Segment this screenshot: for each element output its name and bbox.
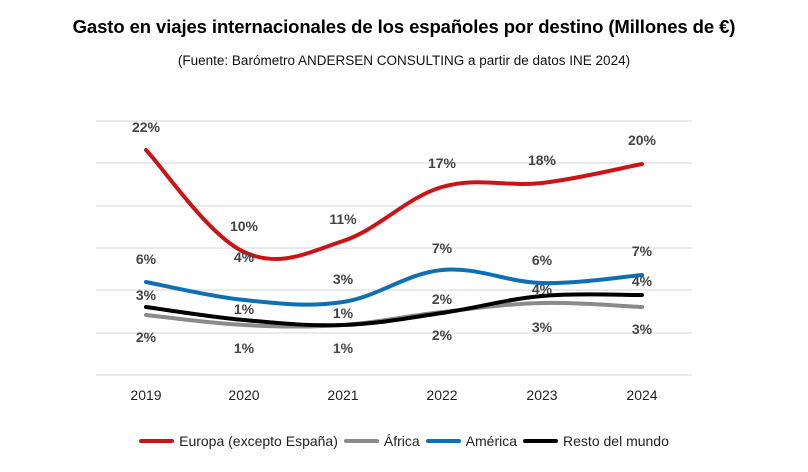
chart-title: Gasto en viajes internacionales de los e… <box>72 16 736 37</box>
series-line-america <box>144 267 644 307</box>
legend-swatch <box>343 439 379 443</box>
data-point-africa <box>145 314 147 316</box>
legend-item-africa: África <box>343 433 420 449</box>
series-line-africa <box>144 300 644 329</box>
data-label-america: 4% <box>234 249 255 265</box>
data-label-africa: 3% <box>532 319 553 335</box>
data-label-africa: 2% <box>432 327 453 343</box>
legend-label: América <box>465 433 518 449</box>
data-label-europa-excepto-espana: 11% <box>329 211 357 227</box>
data-label-resto-del-mundo: 4% <box>632 273 653 289</box>
legend-swatch <box>139 439 175 443</box>
data-label-europa-excepto-espana: 20% <box>628 132 657 148</box>
data-label-america: 6% <box>136 251 157 267</box>
data-point-america <box>243 299 245 301</box>
data-label-africa: 2% <box>136 329 157 345</box>
data-label-europa-excepto-espana: 17% <box>428 155 457 171</box>
series-line-europa-excepto-espana <box>144 148 644 261</box>
data-point-africa <box>541 302 543 304</box>
data-point-europa-excepto-espana <box>243 251 245 253</box>
data-label-africa: 1% <box>234 340 255 356</box>
data-point-europa-excepto-espana <box>541 182 543 184</box>
legend-label: Resto del mundo <box>563 433 669 449</box>
data-point-resto-del-mundo <box>541 295 543 297</box>
legend-item-america: América <box>425 433 518 449</box>
x-tick-label: 2022 <box>426 387 457 403</box>
data-point-africa <box>243 324 245 326</box>
x-tick-label: 2024 <box>626 387 657 403</box>
chart-legend: Europa (excepto España) África América Rest… <box>0 433 808 449</box>
data-point-america <box>641 274 643 276</box>
data-point-america <box>342 301 344 303</box>
data-label-europa-excepto-espana: 22% <box>132 119 161 135</box>
legend-label: África <box>383 433 420 449</box>
data-label-africa: 3% <box>632 321 653 337</box>
data-label-resto-del-mundo: 2% <box>432 291 453 307</box>
data-point-europa-excepto-espana <box>342 240 344 242</box>
data-label-resto-del-mundo: 4% <box>532 281 553 297</box>
legend-label: Europa (excepto España) <box>179 433 338 449</box>
series-line-resto-del-mundo <box>144 292 644 328</box>
chart-subtitle: (Fuente: Barómetro ANDERSEN CONSULTING a… <box>177 53 631 68</box>
data-point-america <box>145 281 147 283</box>
x-tick-label: 2019 <box>130 387 161 403</box>
data-label-resto-del-mundo: 1% <box>234 301 255 317</box>
data-point-resto-del-mundo <box>641 294 643 296</box>
legend-item-europa-excepto-espana: Europa (excepto España) <box>139 433 338 449</box>
x-tick-label: 2021 <box>327 387 358 403</box>
data-point-resto-del-mundo <box>441 312 443 314</box>
x-tick-label: 2020 <box>228 387 259 403</box>
data-label-europa-excepto-espana: 10% <box>230 218 259 234</box>
legend-swatch <box>523 439 559 443</box>
data-point-europa-excepto-espana <box>441 186 443 188</box>
line-chart: 2019 2020 2021 2022 2023 2024 22% 10% 11% 17% 18% 2… <box>96 119 692 403</box>
data-label-resto-del-mundo: 1% <box>333 305 354 321</box>
data-point-europa-excepto-espana <box>641 163 643 165</box>
legend-item-resto-del-mundo: Resto del mundo <box>523 433 669 449</box>
data-label-america: 3% <box>333 271 354 287</box>
data-point-resto-del-mundo <box>243 319 245 321</box>
data-label-america: 7% <box>432 240 453 256</box>
data-label-resto-del-mundo: 3% <box>136 287 157 303</box>
data-label-america: 7% <box>632 243 653 259</box>
legend-swatch <box>425 439 461 443</box>
data-point-europa-excepto-espana <box>145 149 147 151</box>
data-point-america <box>541 282 543 284</box>
data-point-africa <box>641 306 643 308</box>
data-point-resto-del-mundo <box>145 306 147 308</box>
data-label-africa: 1% <box>333 340 354 356</box>
x-tick-label: 2023 <box>526 387 557 403</box>
data-label-america: 6% <box>532 252 553 268</box>
data-label-europa-excepto-espana: 18% <box>528 152 557 168</box>
data-point-america <box>441 269 443 271</box>
data-point-resto-del-mundo <box>342 324 344 326</box>
